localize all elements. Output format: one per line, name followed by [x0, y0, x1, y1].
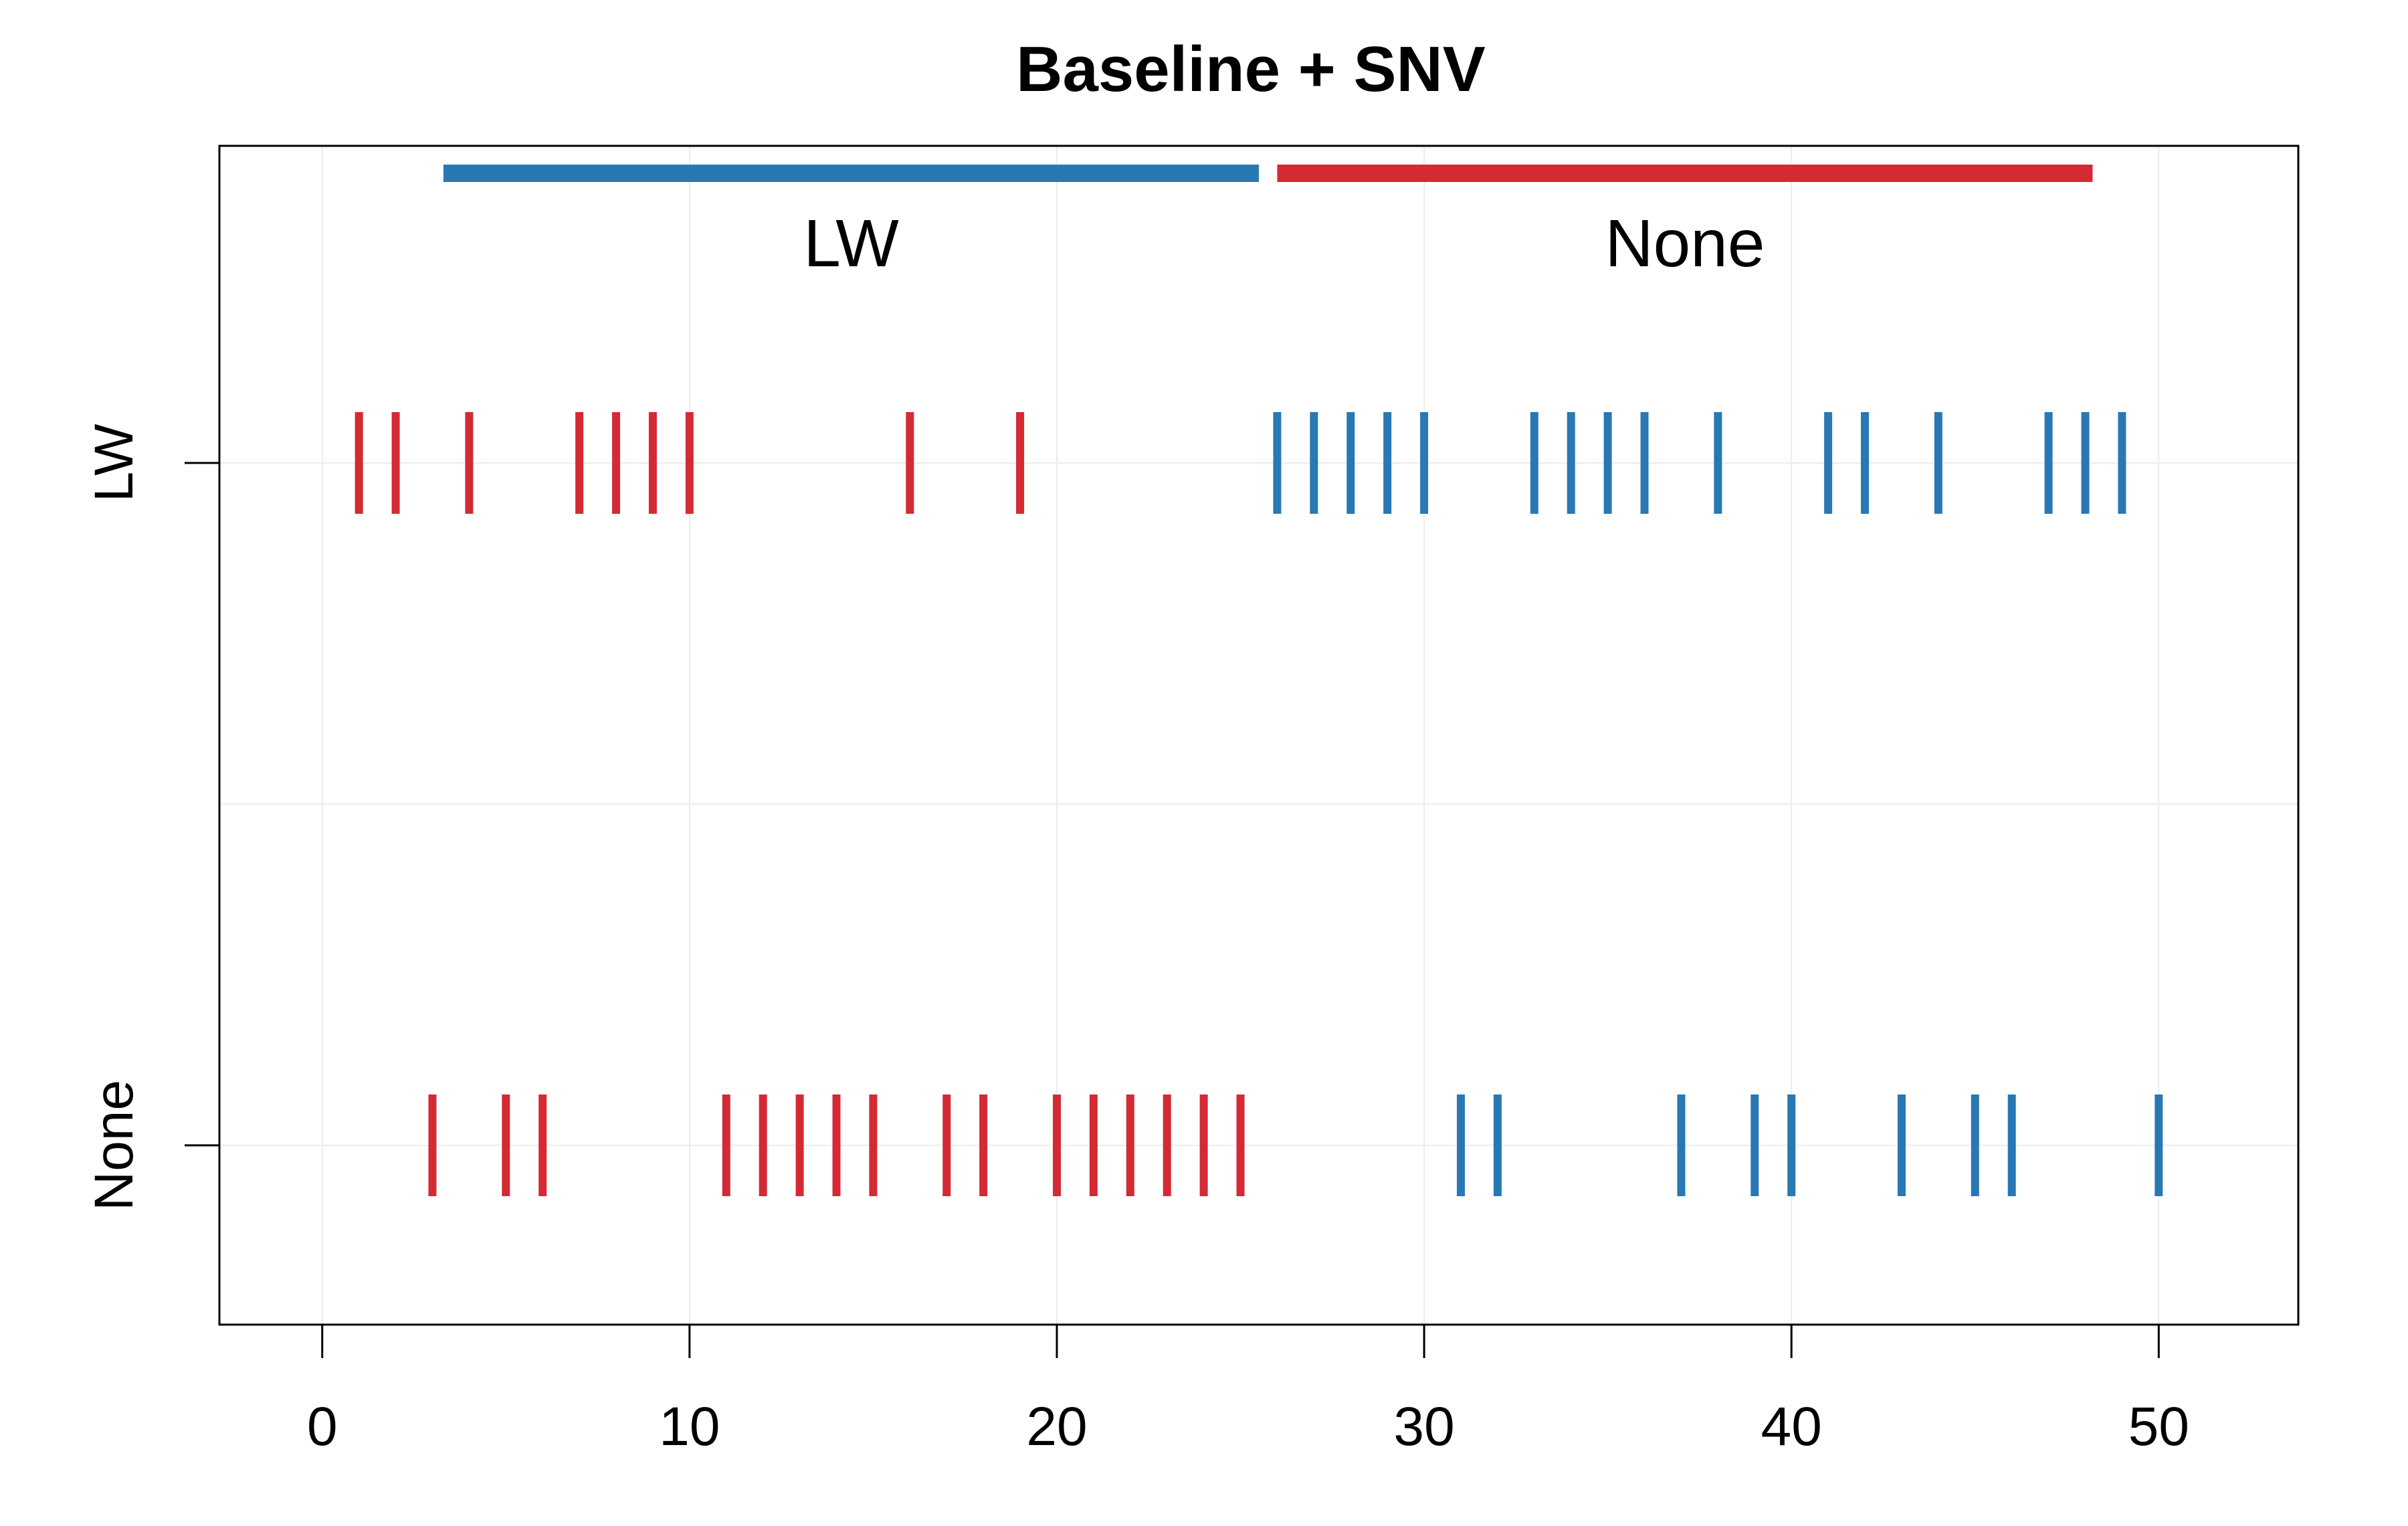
x-axis: 0 10 20 30 40 50 [307, 1323, 2189, 1457]
grid-lines [219, 146, 2298, 1325]
x-tick-label-40: 40 [1761, 1396, 1822, 1457]
x-tick-label-20: 20 [1026, 1396, 1087, 1457]
group-bars: LW None [443, 165, 2093, 281]
x-tick-label-50: 50 [2128, 1396, 2189, 1457]
strip-marks [355, 412, 2163, 1196]
group-bar-none [1277, 165, 2093, 182]
y-tick-label-none: None [84, 1080, 144, 1211]
group-label-none: None [1605, 206, 1765, 281]
chart-title: Baseline + SNV [1016, 33, 1486, 105]
group-label-lw: LW [803, 206, 899, 281]
y-axis: None LW [84, 423, 219, 1211]
x-tick-label-0: 0 [307, 1396, 338, 1457]
x-tick-label-10: 10 [659, 1396, 720, 1457]
plot-frame [218, 145, 2300, 1326]
y-tick-label-lw: LW [84, 423, 144, 502]
group-bar-lw [443, 165, 1259, 182]
x-tick-label-30: 30 [1393, 1396, 1454, 1457]
